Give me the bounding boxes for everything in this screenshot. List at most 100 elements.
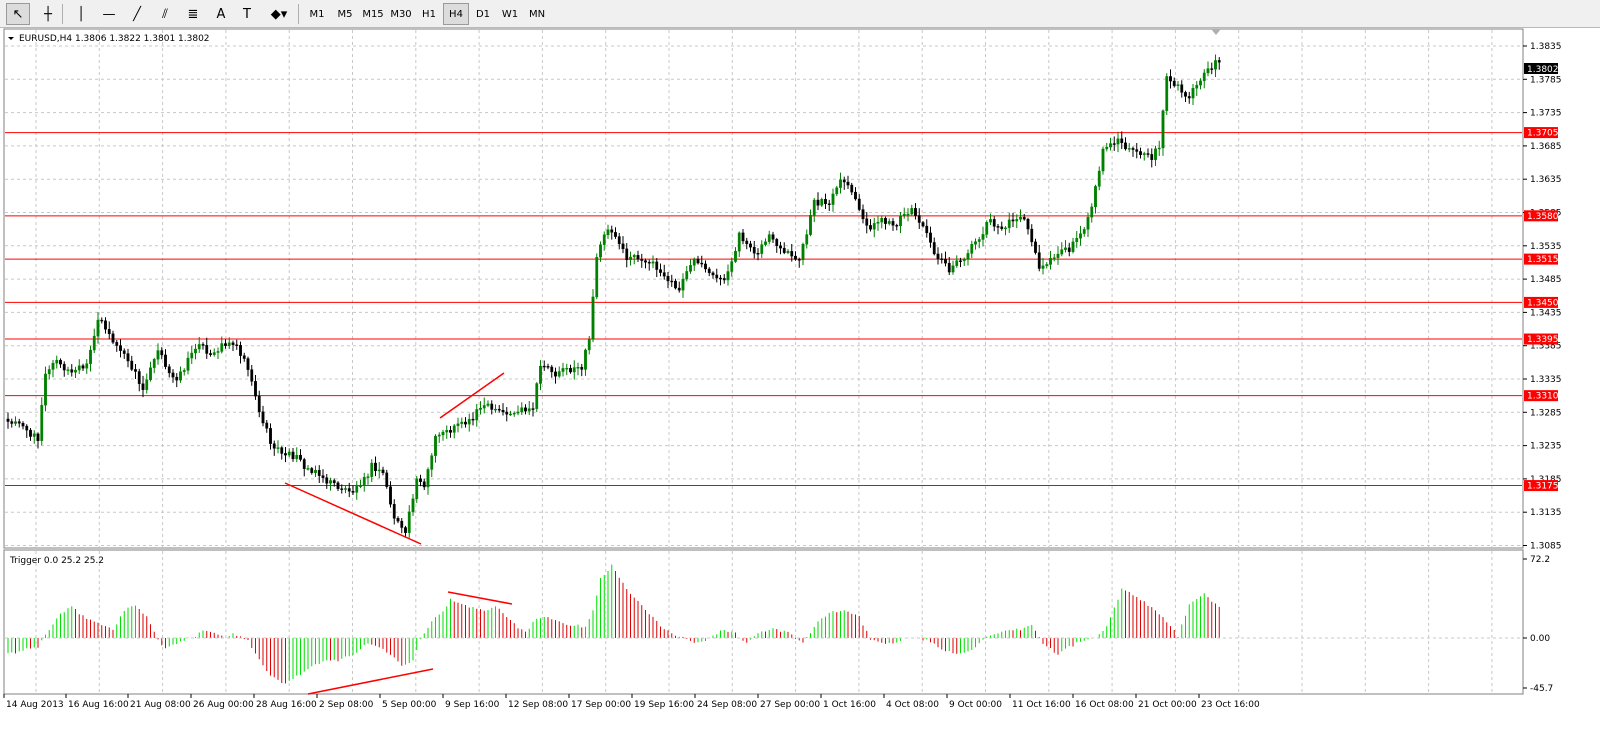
candle-body [584,349,587,370]
candle-body [940,258,944,261]
current-price-text: 1.3802 [1527,65,1559,75]
candle-body [970,243,974,254]
candle-body [1195,84,1199,89]
candle-body [246,358,250,370]
candle-body [216,351,220,353]
cursor-icon[interactable]: ↖ [6,3,30,25]
price-label: 1.3235 [1530,442,1562,452]
candle-body [452,425,456,433]
candle-body [505,411,509,415]
candle-body [595,257,599,298]
candle-body [647,261,651,264]
grid [5,30,1522,693]
candle-body [1127,148,1131,150]
candle-body [914,208,917,216]
trendline-up[interactable] [439,372,505,419]
shift-marker-icon[interactable] [1211,29,1221,35]
candle-body [329,480,332,484]
candle-body [419,478,422,482]
candle-body [25,425,29,431]
candle-body [629,256,632,260]
timeframe-w1-button[interactable]: W1 [501,8,519,20]
candle-body [651,261,655,264]
text-label-icon[interactable]: T [243,6,251,22]
price-label: 1.3785 [1530,75,1562,85]
indicator-trendline-up[interactable] [307,668,434,695]
shapes-icon[interactable]: ◆▾ [270,6,288,22]
timeframe-h1-button[interactable]: H1 [422,8,436,20]
candle-body [535,383,539,409]
candle-body [430,455,434,470]
candle-body [1176,84,1180,86]
vertical-line-icon[interactable]: │ [77,6,85,22]
candle-body [722,278,726,281]
candle-body [437,434,441,437]
indicator-trendline-down[interactable] [447,591,513,605]
candle-body [426,469,430,488]
candle-body [951,265,955,273]
timeframe-d1-button[interactable]: D1 [475,8,491,20]
candle-body [820,199,824,206]
candle-body [707,268,711,274]
crosshair-icon[interactable]: ┼ [44,6,52,22]
candle-body [554,371,557,377]
candle-body [947,262,951,273]
candle-body [359,485,362,487]
candle-body [569,367,572,373]
trendline-icon[interactable]: ╱ [133,6,141,22]
candle-body [531,408,535,410]
candle-body [636,255,640,260]
candle-body [756,252,760,255]
indicator-axis: 72.2 0.00 -45.7 [5,555,1553,694]
candle-body [302,459,306,469]
candle-body [640,258,644,261]
candle-body [1139,151,1142,155]
trendline-down[interactable] [284,482,422,545]
candle-body [741,232,745,242]
timeframe-h4-button[interactable]: H4 [443,3,469,25]
candle-body [816,199,820,206]
candle-body [51,362,55,370]
chart-header-dropdown-icon[interactable] [8,37,14,40]
candle-body [269,428,272,444]
candle-body [719,277,722,280]
candle-body [644,260,647,263]
timeframe-m30-button[interactable]: M30 [390,8,412,20]
candle-body [1184,92,1187,97]
candle-body [1045,264,1049,267]
price-label: 1.3385 [1530,342,1562,352]
level-label: 1.3515 [1527,255,1559,265]
candle-body [317,470,321,476]
candle-body [617,236,621,245]
candle-body [212,352,216,355]
equidistant-channel-icon[interactable]: ⫽ [162,6,168,22]
timeframe-mn-button[interactable]: MN [528,8,546,20]
candle-body [749,243,752,248]
level-label: 1.3175 [1527,482,1559,492]
candle-body [726,271,730,281]
current-price-label: 1.3802 [1524,63,1559,75]
candle-body [1041,265,1045,269]
timeframe-m5-button[interactable]: M5 [337,8,353,20]
indicator-scale-label: -45.7 [1530,684,1553,694]
candle-body [362,477,366,486]
timeframe-m15-button[interactable]: M15 [362,8,384,20]
candle-body [310,468,314,473]
candle-body [674,280,677,289]
text-icon[interactable]: A [216,6,226,22]
candle-body [932,242,936,255]
fibonacci-icon[interactable]: ≣ [187,6,199,22]
candle-body [681,278,685,291]
candle-body [801,244,805,261]
candle-body [194,348,197,354]
candle-body [715,274,719,279]
candle-body [1206,68,1210,74]
candle-body [1090,206,1094,218]
candle-body [126,353,130,362]
time-label: 21 Oct 00:00 [1138,700,1197,710]
timeframe-m1-button[interactable]: M1 [309,8,325,20]
chart-area[interactable]: 1.38351.37851.37351.36851.36351.35851.35… [0,28,1600,729]
horizontal-line-icon[interactable]: — [102,6,116,22]
candle-body [704,263,707,270]
price-label: 1.3735 [1530,109,1562,119]
